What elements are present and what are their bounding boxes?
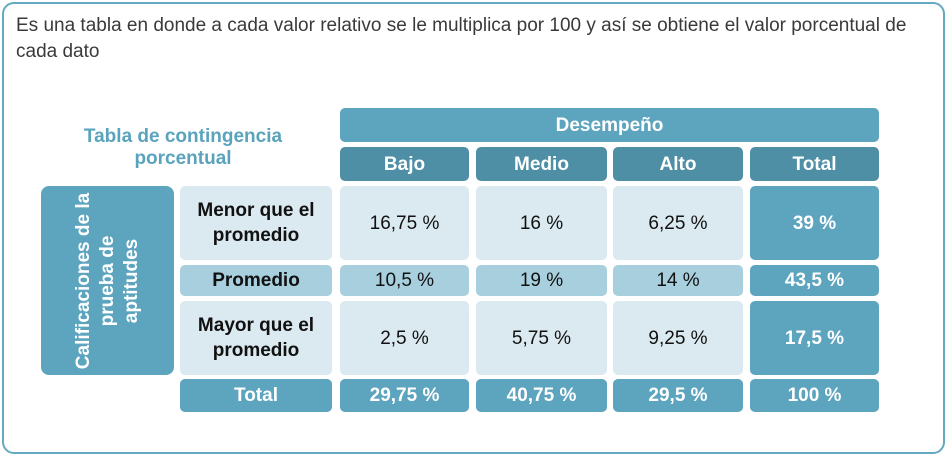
column-total-cell: 29,5 %: [613, 379, 743, 412]
row-label-menor: Menor que el promedio: [180, 186, 332, 260]
total-row-label: Total: [180, 379, 332, 412]
column-total-cell: 29,75 %: [340, 379, 469, 412]
row-label-mayor: Mayor que el promedio: [180, 301, 332, 375]
row-total-cell: 39 %: [750, 186, 879, 260]
grand-total-cell: 100 %: [750, 379, 879, 412]
table-cell: 10,5 %: [340, 265, 469, 296]
table-cell: 19 %: [476, 265, 607, 296]
table-caption: Tabla de contingencia porcentual: [83, 126, 283, 169]
column-header-total: Total: [750, 147, 879, 181]
description-text: Es una tabla en donde a cada valor relat…: [16, 15, 907, 62]
table-cell: 6,25 %: [613, 186, 743, 260]
table-cell: 14 %: [613, 265, 743, 296]
row-total-cell: 43,5 %: [750, 265, 879, 296]
column-total-cell: 40,75 %: [476, 379, 607, 412]
card-frame: [2, 2, 945, 454]
row-label-promedio: Promedio: [180, 265, 332, 296]
table-cell: 16,75 %: [340, 186, 469, 260]
column-header-medio: Medio: [476, 147, 607, 181]
table-cell: 5,75 %: [476, 301, 607, 375]
column-header-bajo: Bajo: [340, 147, 469, 181]
table-cell: 2,5 %: [340, 301, 469, 375]
row-total-cell: 17,5 %: [750, 301, 879, 375]
table-cell: 16 %: [476, 186, 607, 260]
table-cell: 9,25 %: [613, 301, 743, 375]
row-group-header: Calificaciones de la prueba de aptitudes: [41, 186, 174, 375]
column-header-alto: Alto: [613, 147, 743, 181]
column-group-header: Desempeño: [340, 108, 879, 142]
row-group-header-text: Calificaciones de la prueba de aptitudes: [72, 192, 142, 369]
